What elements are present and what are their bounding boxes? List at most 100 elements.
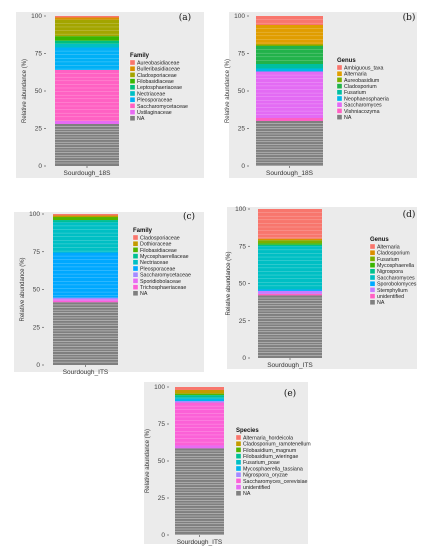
panel-c-legend-label-cladosporiaceae: Cladosporiaceae xyxy=(140,235,180,241)
panel-e-bar-filobasidium-wieringae xyxy=(175,395,224,398)
panel-a-legend-key-leptosphaeriaceae xyxy=(129,84,136,90)
panel-d-legend-key-sporobolomyces xyxy=(369,281,376,287)
panel-e-legend-label-mycosphaerella-tassiana: Mycosphaerella_tassiana xyxy=(243,466,303,472)
panel-c-legend-label-sporidiobolaceae: Sporidiobolaceae xyxy=(140,279,181,285)
panel-c-legend: FamilyCladosporiaceaeDothioraceaeFilobas… xyxy=(132,228,191,297)
panel-e-legend-key-filobasidium-wieringae xyxy=(235,453,242,459)
panel-d-legend-key-na xyxy=(369,299,376,305)
panel-a-xtick-label: Sourdough_18S xyxy=(64,170,112,177)
panel-a: 0 25 50 75 100 Relative abundance (%) Sourdoug… xyxy=(16,12,204,178)
panel-e: 0 25 50 75 100 Relative abundance (%) Sourdoug… xyxy=(144,382,311,546)
panel-a-legend-key-bulleribasidiaceae xyxy=(129,66,136,72)
panel-a-bar-nectriaceae xyxy=(55,43,119,48)
panel-a-bar-leptosphaeriaceae xyxy=(55,40,119,44)
panel-a-legend-label-leptosphaeriaceae: Leptosphaeriaceae xyxy=(137,85,182,91)
panel-d-legend-key-fusarium xyxy=(369,256,376,262)
panel-d-legend-label-na: NA xyxy=(377,300,385,306)
panel-e-bar-mycosphaerella-tassiana xyxy=(175,398,224,402)
panel-c-legend-key-filobasidiaceae xyxy=(132,247,139,253)
panel-b-bar-saccharomyces xyxy=(256,71,323,118)
panel-a-legend-key-na xyxy=(129,115,136,121)
panel-b-legend: GenusAmbiguous_taxaAlternariaAureobasidi… xyxy=(336,58,389,121)
panel-d-legend-label-alternaria: Alternaria xyxy=(377,244,400,250)
panel-d-legend-key-unidentified xyxy=(369,293,376,299)
panel-b-legend-key-aureobasidium xyxy=(336,77,343,83)
panel-e-legend-title: Species xyxy=(236,428,259,434)
panel-c-bar-sporidiobolaceae xyxy=(53,299,118,301)
panel-b-legend-key-ambiguous-taxa xyxy=(336,64,343,71)
panel-e-legend-key-saccharomyces-cerevisiae xyxy=(235,478,242,484)
panel-a-bar-ustilaginaceae xyxy=(55,121,119,124)
panel-b-legend-label-fusarium: Fusarium xyxy=(344,90,367,96)
panel-a-legend-key-pleosporaceae xyxy=(129,97,136,103)
panel-e-legend-key-alternaria-hordeicola xyxy=(235,434,242,441)
panel-d-legend-label-unidentified: unidentified xyxy=(377,294,404,300)
panel-e-legend-label-fusarium-poae: Fusarium_poae xyxy=(243,460,280,466)
panel-b-legend-key-na xyxy=(336,114,343,120)
panel-c-legend-key-cladosporiaceae xyxy=(132,234,139,241)
panel-d-legend-key-saccharomyces xyxy=(369,274,376,281)
panel-c-bar-filobasidiaceae xyxy=(53,217,118,221)
panel-b-legend-title: Genus xyxy=(337,58,356,64)
panel-d-ytick-label: 0 xyxy=(242,355,246,362)
panel-c-bar-nectriaceae xyxy=(53,222,118,253)
panel-a-bar-bulleribasidiaceae xyxy=(55,17,119,20)
panel-a-ytick-label: 0 xyxy=(38,163,42,170)
panel-c-legend-key-mycosphaerellaceae xyxy=(132,253,139,259)
panel-c: 0 25 50 75 100 Relative abundance (%) Sourdoug… xyxy=(14,211,204,376)
panel-b-legend-label-na: NA xyxy=(344,115,352,121)
panel-d-letter: (d) xyxy=(403,209,416,220)
panel-e-legend-key-mycosphaerella-tassiana xyxy=(235,465,242,472)
panel-a-legend-label-ustilaginaceae: Ustilaginaceae xyxy=(137,110,172,116)
panel-e-bar-cladosporium-ramotenellum xyxy=(175,389,224,394)
panel-c-legend-key-nectriaceae xyxy=(132,259,139,265)
panel-a-ytick-label: 75 xyxy=(35,51,43,58)
panel-e-xtick-label: Sourdough_ITS xyxy=(177,539,223,546)
panel-c-legend-key-trichosphaeriaceae xyxy=(132,284,139,290)
panel-e-legend-key-unidentified xyxy=(235,484,242,490)
panel-d-bar-unidentified xyxy=(258,293,322,296)
panel-c-letter: (c) xyxy=(183,211,195,222)
panel-b-legend-label-saccharomyces: Saccharomyces xyxy=(344,103,382,109)
panel-b-bar-aureobasidium xyxy=(256,44,323,46)
panel-b-xtick-label: Sourdough_18S xyxy=(266,170,314,177)
panel-d-bar-cladosporium xyxy=(258,238,322,241)
panel-b-legend-label-cladosporium: Cladosporium xyxy=(344,84,377,90)
panel-a-legend-title: Family xyxy=(130,53,150,59)
panel-d-legend-key-stemphylium xyxy=(369,287,376,293)
panel-c-legend-key-saccharomycetaceae xyxy=(132,272,139,278)
panel-d-legend-label-cladosporium: Cladosporium xyxy=(377,251,410,257)
panel-b-legend-key-saccharomyces xyxy=(336,102,343,108)
panel-d-ytick-label: 25 xyxy=(239,318,247,325)
panel-c-legend-label-pleosporaceae: Pleosporaceae xyxy=(140,266,175,272)
panel-a-legend-key-ustilaginaceae xyxy=(129,109,136,115)
panel-c-legend-label-na: NA xyxy=(140,291,148,297)
panel-a-bar-filobasidiaceae xyxy=(55,36,119,41)
panel-d-legend: GenusAlternariaCladosporiumFusariumMycos… xyxy=(369,237,417,306)
panel-e-background xyxy=(144,382,308,544)
panel-c-ytick-label: 100 xyxy=(29,211,40,218)
panel-d-legend-title: Genus xyxy=(370,237,389,243)
panel-e-ytick-label: 100 xyxy=(154,384,165,391)
panel-d-legend-key-mycosphaerella xyxy=(369,262,376,268)
panel-e-bar-na xyxy=(175,448,224,535)
panel-c-legend-key-pleosporaceae xyxy=(132,265,139,272)
panel-b-bar-cladosporium xyxy=(256,46,323,64)
panel-c-bar-trichosphaeriaceae xyxy=(53,300,118,303)
panel-d-bar-alternaria xyxy=(258,209,322,239)
panel-c-bar-cladosporiaceae xyxy=(53,214,118,216)
panel-d-legend-label-fusarium: Fusarium xyxy=(377,257,400,263)
panel-a-ytick-label: 25 xyxy=(35,126,43,133)
panel-e-bar-nigrospora-oryzae xyxy=(175,401,224,403)
panel-b-legend-key-neophaeosphaeria xyxy=(336,95,343,102)
panel-d-ytick-label: 50 xyxy=(239,281,247,288)
panel-c-bar-mycosphaerellaceae xyxy=(53,220,118,223)
panel-e-legend-key-fusarium-poae xyxy=(235,459,242,465)
panel-a-legend-label-aureobasidiaceae: Aureobasidiaceae xyxy=(137,60,179,66)
panel-e-bar-unidentified xyxy=(175,445,224,449)
panel-b-legend-label-aureobasidium: Aureobasidium xyxy=(344,78,380,84)
panel-a-legend-label-bulleribasidiaceae: Bulleribasidiaceae xyxy=(137,67,180,73)
panel-c-legend-label-trichosphaeriaceae: Trichosphaeriaceae xyxy=(140,285,186,291)
panel-e-legend-label-saccharomyces-cerevisiae: Saccharomyces_cerevisiae xyxy=(243,479,308,485)
panel-c-ytick-label: 50 xyxy=(33,287,41,294)
